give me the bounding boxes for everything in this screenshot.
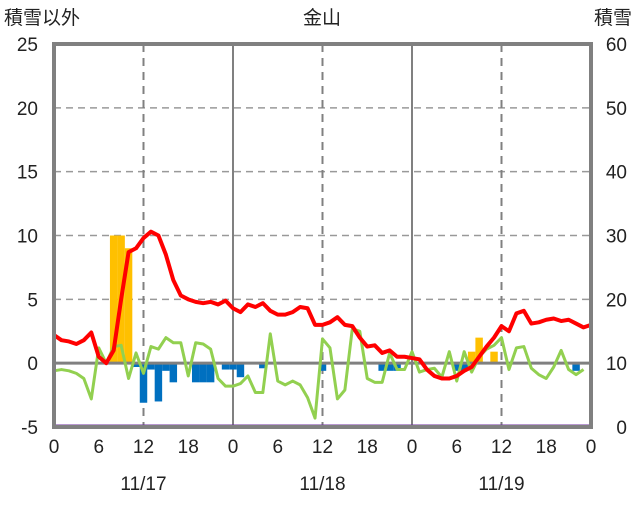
y-tick-left: 10 — [17, 227, 38, 248]
snow-decrease-bar — [191, 363, 200, 383]
snow-decrease-bar — [147, 363, 155, 370]
y-tick-right: 10 — [606, 354, 627, 375]
snow-decrease-bar — [572, 363, 580, 371]
snow-increase-bar — [490, 351, 498, 364]
x-tick: 0 — [586, 437, 597, 458]
y-tick-left: 5 — [27, 290, 38, 311]
date-label: 11/19 — [478, 474, 524, 495]
y-tick-left: 0 — [27, 354, 38, 375]
snow-decrease-bar — [236, 363, 245, 378]
y-tick-right: 40 — [606, 163, 627, 184]
snow-decrease-bar — [385, 363, 394, 371]
y-tick-right: 60 — [606, 35, 627, 56]
snow-decrease-bar — [221, 363, 230, 370]
x-tick: 6 — [451, 437, 462, 458]
y-tick-left: 25 — [17, 35, 38, 56]
snow-decrease-bar — [229, 363, 237, 370]
x-tick: 12 — [133, 437, 154, 458]
snow-decrease-bar — [259, 363, 267, 369]
red-series-line — [52, 229, 592, 381]
snow-decrease-bar — [378, 363, 386, 371]
x-tick: 18 — [536, 437, 557, 458]
y-tick-right: 0 — [616, 418, 627, 439]
x-tick: 6 — [272, 437, 283, 458]
snow-decrease-bar — [460, 363, 468, 371]
date-label: 11/17 — [120, 474, 166, 495]
snow-decrease-bar — [199, 363, 207, 383]
snow-decrease-bar — [139, 363, 148, 403]
y-tick-right: 30 — [606, 227, 627, 248]
y-tick-left: -5 — [21, 418, 38, 439]
snow-increase-bar — [109, 235, 118, 364]
snow-increase-bar — [467, 351, 476, 364]
left-axis-label: 積雪以外 — [4, 7, 80, 29]
date-label: 11/18 — [299, 474, 345, 495]
snow-increase-bar — [124, 248, 133, 364]
snow-decrease-bar — [132, 363, 140, 367]
chart-title: 金山 — [303, 7, 341, 29]
green-series-line — [53, 327, 585, 420]
x-tick: 0 — [228, 437, 239, 458]
snow-decrease-bar — [206, 363, 215, 383]
x-tick: 12 — [491, 437, 512, 458]
plot-frame — [52, 42, 593, 429]
snow-increase-bar — [475, 337, 483, 364]
x-tick: 6 — [93, 437, 104, 458]
snow-decrease-bar — [169, 363, 178, 383]
x-tick: 18 — [178, 437, 199, 458]
y-tick-right: 20 — [606, 290, 627, 311]
right-axis-label: 積雪 — [594, 7, 632, 29]
snow-decrease-bar — [154, 363, 163, 402]
snow-decrease-bar — [162, 363, 170, 371]
x-tick: 0 — [49, 437, 60, 458]
x-tick: 12 — [312, 437, 333, 458]
snow-decrease-bar — [453, 363, 461, 371]
y-tick-right: 50 — [606, 99, 627, 120]
y-tick-left: 15 — [17, 163, 38, 184]
x-tick: 0 — [407, 437, 418, 458]
y-tick-left: 20 — [17, 99, 38, 120]
x-tick: 18 — [357, 437, 378, 458]
snow-decrease-bar — [318, 363, 327, 371]
